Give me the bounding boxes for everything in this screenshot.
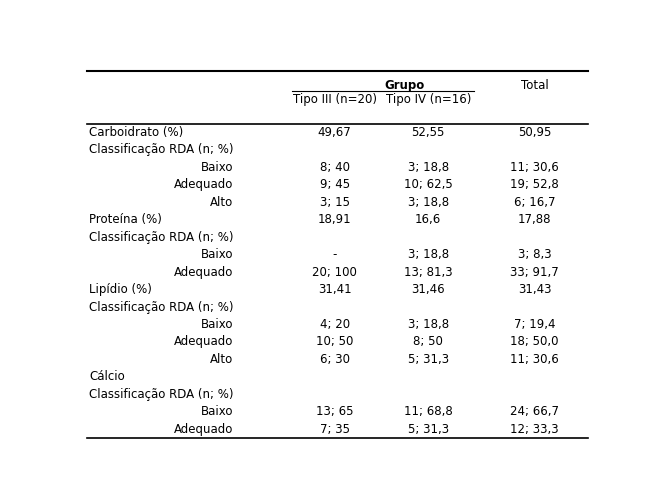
Text: 3; 15: 3; 15: [320, 196, 349, 209]
Text: Classificação RDA (n; %): Classificação RDA (n; %): [89, 231, 234, 244]
Text: 16,6: 16,6: [415, 213, 441, 226]
Text: 6; 30: 6; 30: [320, 353, 349, 366]
Text: 3; 18,8: 3; 18,8: [407, 248, 449, 261]
Text: Alto: Alto: [210, 353, 234, 366]
Text: 3; 8,3: 3; 8,3: [518, 248, 551, 261]
Text: 7; 35: 7; 35: [320, 423, 349, 436]
Text: 18,91: 18,91: [318, 213, 351, 226]
Text: Proteína (%): Proteína (%): [89, 213, 162, 226]
Text: 31,43: 31,43: [518, 283, 551, 296]
Text: 3; 18,8: 3; 18,8: [407, 161, 449, 174]
Text: 3; 18,8: 3; 18,8: [407, 318, 449, 331]
Text: Baixo: Baixo: [201, 405, 234, 419]
Text: 11; 68,8: 11; 68,8: [404, 405, 453, 419]
Text: 31,41: 31,41: [318, 283, 351, 296]
Text: 7; 19,4: 7; 19,4: [514, 318, 555, 331]
Text: 13; 81,3: 13; 81,3: [404, 266, 453, 279]
Text: Adequado: Adequado: [174, 335, 234, 349]
Text: Classificação RDA (n; %): Classificação RDA (n; %): [89, 388, 234, 401]
Text: Carboidrato (%): Carboidrato (%): [89, 126, 183, 139]
Text: 4; 20: 4; 20: [319, 318, 350, 331]
Text: Cálcio: Cálcio: [89, 370, 125, 384]
Text: Total: Total: [520, 79, 549, 92]
Text: Adequado: Adequado: [174, 423, 234, 436]
Text: Adequado: Adequado: [174, 266, 234, 279]
Text: 12; 33,3: 12; 33,3: [510, 423, 559, 436]
Text: 17,88: 17,88: [518, 213, 551, 226]
Text: Tipo III (n=20): Tipo III (n=20): [293, 93, 377, 106]
Text: 10; 62,5: 10; 62,5: [404, 178, 453, 191]
Text: 52,55: 52,55: [411, 126, 445, 139]
Text: 6; 16,7: 6; 16,7: [514, 196, 555, 209]
Text: 5; 31,3: 5; 31,3: [407, 423, 449, 436]
Text: Baixo: Baixo: [201, 248, 234, 261]
Text: 10; 50: 10; 50: [316, 335, 353, 349]
Text: 9; 45: 9; 45: [319, 178, 350, 191]
Text: Baixo: Baixo: [201, 161, 234, 174]
Text: 50,95: 50,95: [518, 126, 551, 139]
Text: Alto: Alto: [210, 196, 234, 209]
Text: 19; 52,8: 19; 52,8: [510, 178, 559, 191]
Text: Classificação RDA (n; %): Classificação RDA (n; %): [89, 143, 234, 156]
Text: 49,67: 49,67: [318, 126, 351, 139]
Text: 13; 65: 13; 65: [316, 405, 353, 419]
Text: 11; 30,6: 11; 30,6: [510, 353, 559, 366]
Text: Baixo: Baixo: [201, 318, 234, 331]
Text: 11; 30,6: 11; 30,6: [510, 161, 559, 174]
Text: 5; 31,3: 5; 31,3: [407, 353, 449, 366]
Text: Classificação RDA (n; %): Classificação RDA (n; %): [89, 301, 234, 314]
Text: Lipídio (%): Lipídio (%): [89, 283, 152, 296]
Text: Grupo: Grupo: [384, 79, 424, 92]
Text: 8; 50: 8; 50: [413, 335, 443, 349]
Text: 3; 18,8: 3; 18,8: [407, 196, 449, 209]
Text: 31,46: 31,46: [411, 283, 445, 296]
Text: 33; 91,7: 33; 91,7: [510, 266, 559, 279]
Text: 20; 100: 20; 100: [312, 266, 357, 279]
Text: 18; 50,0: 18; 50,0: [510, 335, 559, 349]
Text: 8; 40: 8; 40: [320, 161, 349, 174]
Text: 24; 66,7: 24; 66,7: [510, 405, 559, 419]
Text: -: -: [332, 248, 337, 261]
Text: Tipo IV (n=16): Tipo IV (n=16): [386, 93, 471, 106]
Text: Adequado: Adequado: [174, 178, 234, 191]
